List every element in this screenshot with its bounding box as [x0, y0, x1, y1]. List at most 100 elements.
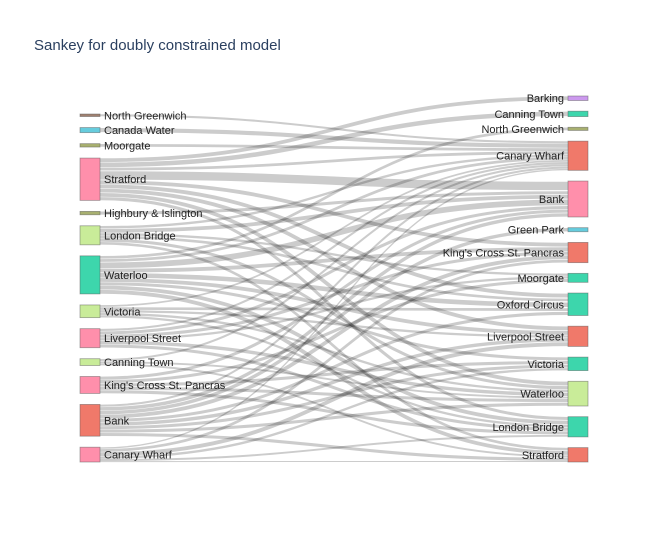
- flow-link-canning-town-to-waterloo[interactable]: [99, 361, 569, 399]
- flow-link-liverpool-street-to-moorgate[interactable]: [99, 276, 569, 341]
- flow-link-north-greenwich-to-canary-wharf[interactable]: [99, 114, 569, 144]
- flow-link-stratford-to-canary-wharf[interactable]: [99, 151, 569, 171]
- target-node-canning-town[interactable]: [567, 110, 589, 117]
- target-node-london-bridge[interactable]: [567, 416, 589, 438]
- flow-link-bank-to-king-s-cross-st-pancras[interactable]: [99, 255, 569, 419]
- flow-link-bank-to-canary-wharf[interactable]: [99, 166, 569, 407]
- source-node-london-bridge[interactable]: [79, 225, 101, 246]
- flow-link-moorgate-to-canary-wharf[interactable]: [99, 143, 569, 151]
- flow-link-canning-town-to-canary-wharf[interactable]: [99, 164, 569, 362]
- flow-link-liverpool-street-to-waterloo[interactable]: [99, 340, 569, 397]
- source-label-canning-town: Canning Town: [104, 357, 174, 369]
- source-node-canada-water[interactable]: [79, 127, 101, 134]
- flow-link-liverpool-street-to-king-s-cross-st-pancras[interactable]: [99, 251, 569, 338]
- target-label-bank: Bank: [539, 194, 565, 206]
- flow-link-waterloo-to-north-greenwich[interactable]: [99, 127, 569, 259]
- target-node-bank[interactable]: [567, 180, 589, 218]
- source-label-bank: Bank: [104, 415, 130, 427]
- target-node-victoria[interactable]: [567, 356, 589, 371]
- flow-link-stratford-to-waterloo[interactable]: [99, 192, 569, 386]
- source-node-canning-town[interactable]: [79, 358, 101, 366]
- flow-link-liverpool-street-to-bank[interactable]: [99, 206, 569, 335]
- flow-link-canary-wharf-to-victoria[interactable]: [99, 368, 569, 459]
- flow-link-bank-to-stratford[interactable]: [99, 432, 569, 461]
- target-node-liverpool-street[interactable]: [567, 325, 589, 347]
- flow-link-victoria-to-liverpool-street[interactable]: [99, 310, 569, 338]
- flow-link-canary-wharf-to-king-s-cross-st-pancras[interactable]: [99, 259, 569, 452]
- flow-link-stratford-to-liverpool-street[interactable]: [99, 188, 569, 331]
- flow-link-stratford-to-london-bridge[interactable]: [99, 197, 569, 421]
- flow-link-waterloo-to-victoria[interactable]: [99, 282, 569, 361]
- flow-link-canary-wharf-to-canary-wharf[interactable]: [99, 168, 569, 449]
- source-node-highbury-islington[interactable]: [79, 210, 101, 216]
- flow-link-king-s-cross-st-pancras-to-victoria[interactable]: [99, 360, 569, 387]
- flow-link-bank-to-bank[interactable]: [99, 213, 569, 411]
- flow-link-highbury-islington-to-bank[interactable]: [99, 191, 569, 215]
- target-node-barking[interactable]: [567, 95, 589, 101]
- flow-link-bank-to-waterloo[interactable]: [99, 402, 569, 433]
- source-label-king-s-cross-st-pancras: King's Cross St. Pancras: [104, 380, 226, 392]
- flow-link-liverpool-street-to-london-bridge[interactable]: [99, 344, 569, 431]
- flow-link-london-bridge-to-canary-wharf[interactable]: [99, 154, 569, 229]
- source-label-waterloo: Waterloo: [104, 270, 148, 282]
- source-label-liverpool-street: Liverpool Street: [104, 333, 181, 345]
- flow-link-stratford-to-bank[interactable]: [99, 171, 569, 191]
- flow-link-london-bridge-to-oxford-circus[interactable]: [99, 235, 569, 302]
- flow-link-waterloo-to-canary-wharf[interactable]: [99, 157, 569, 262]
- target-node-moorgate[interactable]: [567, 272, 589, 283]
- flow-link-london-bridge-to-stratford[interactable]: [99, 242, 569, 451]
- target-node-king-s-cross-st-pancras[interactable]: [567, 242, 589, 264]
- source-node-moorgate[interactable]: [79, 143, 101, 148]
- source-label-highbury-islington: Highbury & Islington: [104, 208, 202, 220]
- target-node-waterloo[interactable]: [567, 380, 589, 407]
- flow-link-london-bridge-to-bank[interactable]: [99, 194, 569, 233]
- flow-link-waterloo-to-liverpool-street[interactable]: [99, 278, 569, 335]
- target-node-canary-wharf[interactable]: [567, 140, 589, 171]
- flow-link-stratford-to-barking[interactable]: [99, 96, 569, 163]
- flow-link-bank-to-green-park[interactable]: [99, 227, 569, 415]
- flow-link-stratford-to-king-s-cross-st-pancras[interactable]: [99, 180, 569, 247]
- flow-link-bank-to-liverpool-street[interactable]: [99, 338, 569, 426]
- flow-link-victoria-to-canary-wharf[interactable]: [99, 160, 569, 307]
- flow-link-victoria-to-oxford-circus[interactable]: [99, 307, 569, 311]
- target-label-liverpool-street: Liverpool Street: [487, 331, 564, 343]
- target-node-green-park[interactable]: [567, 227, 589, 233]
- flow-link-canary-wharf-to-london-bridge[interactable]: [99, 434, 569, 462]
- flow-link-victoria-to-london-bridge[interactable]: [99, 315, 569, 428]
- flow-link-king-s-cross-st-pancras-to-london-bridge[interactable]: [99, 390, 569, 435]
- flow-link-london-bridge-to-waterloo[interactable]: [99, 238, 569, 390]
- flow-link-stratford-to-canning-town[interactable]: [99, 111, 569, 168]
- flow-link-bank-to-oxford-circus[interactable]: [99, 311, 569, 423]
- flow-link-canary-wharf-to-liverpool-street[interactable]: [99, 342, 569, 457]
- flow-link-waterloo-to-oxford-circus[interactable]: [99, 273, 569, 308]
- flow-link-liverpool-street-to-canary-wharf[interactable]: [99, 161, 569, 331]
- flow-link-king-s-cross-st-pancras-to-moorgate[interactable]: [99, 279, 569, 384]
- source-node-liverpool-street[interactable]: [79, 328, 101, 349]
- source-node-canary-wharf[interactable]: [79, 446, 101, 463]
- target-node-stratford[interactable]: [567, 447, 589, 463]
- source-node-victoria[interactable]: [79, 304, 101, 319]
- source-node-north-greenwich[interactable]: [79, 113, 101, 117]
- source-node-stratford[interactable]: [79, 157, 101, 201]
- flow-link-waterloo-to-bank[interactable]: [99, 199, 569, 269]
- flow-link-waterloo-to-london-bridge[interactable]: [99, 285, 569, 425]
- source-node-king-s-cross-st-pancras[interactable]: [79, 376, 101, 394]
- flow-link-london-bridge-to-moorgate[interactable]: [99, 233, 569, 276]
- flow-link-canning-town-to-stratford[interactable]: [99, 363, 569, 458]
- flow-link-stratford-to-oxford-circus[interactable]: [99, 184, 569, 298]
- flow-link-victoria-to-waterloo[interactable]: [99, 312, 569, 393]
- flow-link-king-s-cross-st-pancras-to-bank[interactable]: [99, 209, 569, 380]
- target-node-oxford-circus[interactable]: [567, 292, 589, 316]
- target-label-canary-wharf: Canary Wharf: [496, 151, 565, 163]
- nodes-layer: North Greenwich Canada Water Moorgate Strat…: [79, 93, 589, 463]
- flow-link-waterloo-to-king-s-cross-st-pancras[interactable]: [99, 247, 569, 273]
- source-node-waterloo[interactable]: [79, 255, 101, 295]
- flow-link-canada-water-to-canary-wharf[interactable]: [99, 128, 569, 148]
- source-node-bank[interactable]: [79, 404, 101, 437]
- flow-link-bank-to-victoria[interactable]: [99, 364, 569, 430]
- target-node-north-greenwich[interactable]: [567, 126, 589, 131]
- flow-link-king-s-cross-st-pancras-to-waterloo[interactable]: [99, 386, 569, 403]
- target-label-king-s-cross-st-pancras: King's Cross St. Pancras: [443, 248, 565, 260]
- target-label-moorgate: Moorgate: [518, 273, 564, 285]
- flow-link-waterloo-to-stratford[interactable]: [99, 289, 569, 455]
